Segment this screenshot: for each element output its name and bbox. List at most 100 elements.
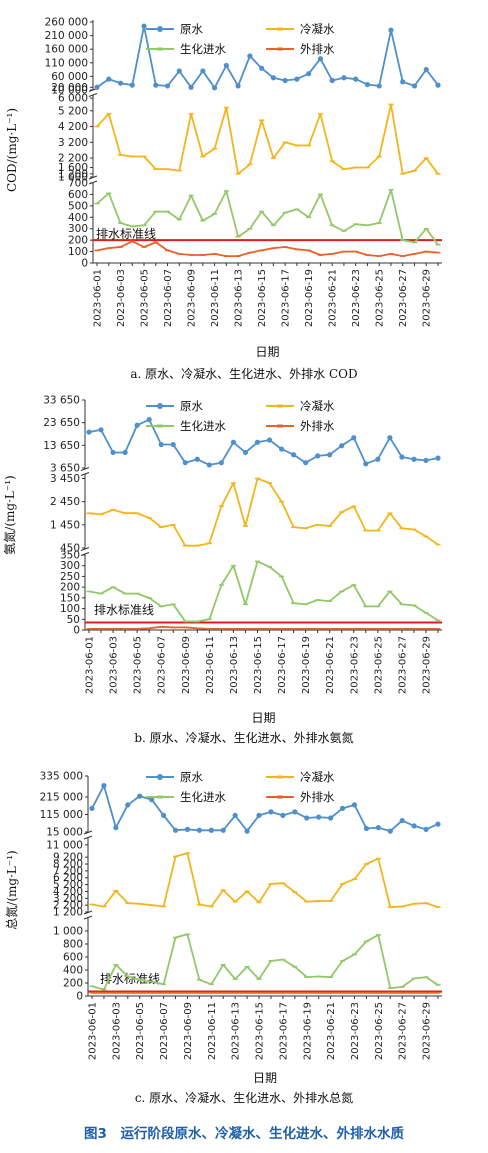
y-tick-label: 0 — [73, 625, 80, 637]
y-tick-label: 600 — [68, 189, 88, 201]
data-point-raw-water — [317, 56, 324, 62]
x-tick-label: 2023-06-07 — [163, 269, 174, 327]
discharge-standard-label: 排水标准线 — [100, 972, 160, 986]
data-point-raw-water — [259, 65, 265, 71]
discharge-standard-label: 排水标准线 — [96, 227, 156, 241]
x-tick-label: 2023-06-05 — [140, 269, 151, 327]
data-point-raw-water — [316, 814, 322, 820]
legend-label-condensate: 冷凝水 — [300, 22, 335, 36]
chart-caption: a. 原水、冷凝水、生化进水、外排水 COD — [130, 366, 357, 381]
data-point-raw-water — [411, 83, 418, 89]
x-tick-label: 2023-06-01 — [93, 269, 104, 327]
data-point-raw-water — [411, 456, 417, 462]
legend-label-effluent: 外排水 — [300, 419, 335, 433]
data-point-raw-water — [328, 815, 334, 821]
series-line-condensate — [96, 103, 439, 175]
y-tick-label: 450 — [60, 543, 80, 555]
y-tick-label: 2 450 — [50, 496, 80, 508]
axis-break-gap — [81, 469, 89, 474]
data-point-raw-water — [294, 76, 300, 82]
y-tick-label: 300 — [68, 223, 88, 235]
data-point-raw-water — [141, 23, 147, 29]
y-tick-label: 0 — [81, 258, 88, 270]
y-tick-label: 6 200 — [53, 872, 83, 884]
data-point-raw-water — [146, 417, 152, 423]
data-point-raw-water — [106, 76, 112, 82]
y-tick-label: 1 000 — [58, 172, 88, 184]
y-tick-label: 60 000 — [51, 71, 88, 83]
axis-break-gap — [84, 912, 92, 918]
data-point-raw-water — [375, 456, 381, 462]
x-tick-label: 2023-06-05 — [133, 636, 144, 694]
data-point-raw-water — [303, 460, 309, 466]
axis-break-mark — [80, 547, 90, 551]
x-tick-label: 2023-06-03 — [109, 636, 120, 694]
y-tick-label: 500 — [68, 200, 88, 212]
data-point-raw-water — [423, 826, 429, 832]
chart-caption: c. 原水、冷凝水、生化进水、外排水总氮 — [135, 1090, 353, 1105]
y-tick-label: 200 — [68, 235, 88, 247]
data-point-raw-water — [399, 818, 405, 824]
legend-label-bio-influent: 生化进水 — [180, 790, 226, 804]
series-line-condensate — [91, 852, 439, 909]
axis-break-gap — [81, 549, 89, 554]
x-tick-label: 2023-06-27 — [398, 269, 409, 327]
x-tick-label: 2023-06-05 — [135, 1002, 146, 1060]
x-axis-label: 日期 — [253, 1071, 277, 1085]
y-tick-label: 400 — [63, 965, 83, 977]
y-tick-label: 600 — [63, 952, 83, 964]
data-point-raw-water — [89, 805, 95, 811]
data-point-raw-water — [113, 825, 119, 831]
x-tick-label: 2023-06-25 — [375, 269, 386, 327]
x-tick-label: 2023-06-23 — [349, 636, 360, 694]
x-tick-label: 2023-06-07 — [157, 636, 168, 694]
data-point-raw-water — [292, 809, 298, 815]
x-tick-label: 2023-06-03 — [116, 269, 127, 327]
x-tick-label: 2023-06-29 — [422, 1002, 433, 1060]
y-tick-label: 700 — [68, 178, 88, 190]
y-tick-label: 9 200 — [53, 852, 83, 864]
y-tick-label: 5 200 — [58, 105, 88, 117]
data-point-raw-water — [327, 452, 333, 458]
data-point-raw-water — [244, 828, 250, 834]
y-tick-label: 20 000 — [51, 82, 88, 94]
x-tick-label: 2023-06-13 — [234, 269, 245, 327]
y-tick-label: 260 000 — [45, 17, 88, 29]
series-line-raw-water — [96, 25, 439, 89]
data-point-raw-water — [98, 427, 104, 433]
data-point-raw-water — [364, 81, 371, 88]
data-point-raw-water — [363, 461, 369, 467]
legend-label-raw-water: 原水 — [180, 770, 203, 784]
series-line-bio-influent — [91, 933, 439, 991]
y-tick-label: 250 — [60, 571, 80, 583]
axis-break-mark — [83, 915, 93, 920]
data-point-raw-water — [247, 53, 253, 59]
x-tick-label: 2023-06-03 — [111, 1002, 122, 1060]
x-tick-label: 2023-06-17 — [277, 636, 288, 694]
x-tick-label: 2023-06-15 — [257, 269, 268, 327]
y-tick-label: 100 — [68, 246, 88, 258]
x-tick-label: 2023-06-09 — [183, 1002, 194, 1060]
discharge-standard-label: 排水标准线 — [94, 603, 154, 617]
data-point-raw-water — [435, 82, 441, 88]
data-point-raw-water — [232, 812, 238, 818]
figure-title: 图3 运行阶段原水、冷凝水、生化进水、外排水水质 — [84, 1125, 404, 1142]
axis-break-mark — [83, 835, 93, 840]
x-tick-label: 2023-06-01 — [85, 636, 96, 694]
legend-label-effluent: 外排水 — [300, 42, 335, 56]
data-point-raw-water — [278, 446, 285, 452]
x-tick-label: 2023-06-19 — [304, 269, 315, 327]
y-tick-label: 115 000 — [40, 809, 83, 821]
data-point-raw-water — [423, 457, 429, 464]
y-tick-label: 3 200 — [53, 893, 83, 905]
data-point-raw-water — [254, 439, 261, 445]
data-point-raw-water — [435, 821, 441, 827]
y-tick-label: 300 — [60, 560, 80, 572]
x-tick-label: 2023-06-29 — [422, 269, 433, 327]
data-point-raw-water — [388, 27, 394, 33]
y-tick-label: 100 — [60, 603, 80, 615]
y-tick-label: 0 — [76, 991, 83, 1003]
y-tick-label: 350 — [60, 550, 80, 562]
data-point-raw-water — [270, 75, 276, 81]
